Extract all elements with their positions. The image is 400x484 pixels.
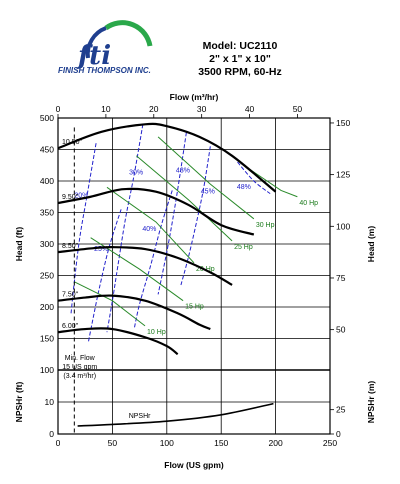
efficiency-line (237, 161, 271, 194)
flow-tick-label: 0 (56, 438, 61, 448)
horsepower-label: 10 Hp (147, 329, 166, 336)
npshr-label: NPSHr (129, 413, 151, 420)
min-flow-label: Min. Flow (65, 355, 96, 362)
pump-speed: 3500 RPM, 60-Hz (198, 66, 282, 78)
metric-flow-tick-label: 40 (245, 104, 255, 114)
horsepower-label: 40 Hp (299, 200, 318, 207)
head-tick-label: 450 (40, 145, 54, 155)
right-npsh-axis-title: NPSHr (m) (366, 381, 376, 424)
head-m-tick-label: 150 (336, 118, 350, 128)
impeller-diameter-label: 8.50" (62, 243, 79, 250)
npsh-m-tick-label: 0 (336, 429, 341, 439)
efficiency-label: 20% (74, 193, 88, 200)
grid-lines (57, 117, 331, 435)
metric-flow-tick-label: 30 (197, 104, 207, 114)
min-flow-label: 15 US gpm (62, 364, 97, 371)
npsh-m-tick-label: 25 (336, 405, 346, 415)
efficiency-line (87, 209, 122, 342)
plot-border (57, 117, 331, 435)
bottom-axis-title: Flow (US gpm) (164, 460, 224, 470)
company-name: FINISH THOMPSON INC. (58, 66, 151, 75)
npsh-tick-label: 10 (45, 397, 55, 407)
horsepower-line (248, 167, 298, 198)
impeller-curve (57, 294, 211, 331)
efficiency-line (70, 143, 97, 314)
head-m-tick-label: 125 (336, 170, 350, 180)
flow-tick-label: 100 (160, 438, 174, 448)
npshr-curve (77, 402, 274, 427)
efficiency-line (157, 132, 187, 295)
impeller-diameter-label: 10.50" (62, 139, 83, 146)
impeller-curve (57, 327, 179, 356)
npshr-curve-group: NPSHr Min. Flow 15 US gpm (3.4 m³/hr) (62, 127, 274, 434)
efficiency-label: 43% (176, 167, 190, 174)
pump-size: 2" x 1" x 10" (209, 53, 271, 65)
flow-tick-label: 50 (108, 438, 118, 448)
impeller-diameter-label: 7.50" (62, 292, 79, 299)
impeller-diameter-label: 6.00" (62, 323, 79, 330)
head-tick-label: 350 (40, 208, 54, 218)
efficiency-label: 45% (201, 188, 215, 195)
head-tick-label: 300 (40, 239, 54, 249)
metric-flow-tick-label: 10 (101, 104, 111, 114)
head-tick-label: 150 (40, 334, 54, 344)
head-tick-label: 500 (40, 113, 54, 123)
efficiency-line (106, 124, 144, 333)
left-npsh-axis-title: NPSHr (ft) (14, 382, 24, 423)
flow-tick-label: 150 (214, 438, 228, 448)
horsepower-line (136, 155, 233, 242)
horsepower-label: 15 Hp (185, 304, 204, 311)
efficiency-label: 30% (129, 170, 143, 177)
horsepower-label: 30 Hp (256, 222, 275, 229)
head-tick-label: 100 (40, 365, 54, 375)
metric-flow-tick-label: 0 (56, 104, 61, 114)
impeller-curve (57, 122, 277, 193)
company-logo: fti (76, 20, 153, 71)
efficiency-label: 25% (94, 246, 108, 253)
impeller-curves: 10.50" 9.50" 8.50" 7.50" 6.00" (57, 122, 277, 356)
horsepower-label: 25 Hp (234, 244, 253, 251)
svg-text:fti: fti (76, 41, 111, 71)
head-m-tick-label: 75 (336, 273, 346, 283)
right-head-axis-title: Head (m) (366, 226, 376, 263)
min-flow-label: (3.4 m³/hr) (63, 373, 96, 380)
horsepower-line (74, 281, 146, 327)
efficiency-label: 40% (142, 226, 156, 233)
model-title: Model: UC2110 (202, 40, 278, 52)
impeller-curve (57, 246, 233, 286)
plot-frame (57, 117, 331, 435)
head-m-tick-label: 100 (336, 221, 350, 231)
title-block: Model: UC2110 2" x 1" x 10" 3500 RPM, 60… (165, 40, 315, 79)
head-tick-label: 250 (40, 271, 54, 281)
npsh-tick-label: 0 (49, 429, 54, 439)
flow-tick-label: 250 (323, 438, 337, 448)
head-m-tick-label: 50 (336, 325, 346, 335)
axis-titles: Flow (m³/hr) Flow (US gpm) Head (ft) NPSHr … (14, 92, 376, 470)
impeller-diameter-label: 9.50" (62, 194, 79, 201)
efficiency-line (133, 190, 173, 330)
horsepower-line (106, 186, 195, 264)
impeller-curve (57, 187, 255, 236)
efficiency-line (180, 146, 211, 286)
efficiency-label: 48% (237, 184, 251, 191)
horsepower-line (157, 136, 255, 220)
metric-flow-tick-label: 20 (149, 104, 159, 114)
head-tick-label: 200 (40, 302, 54, 312)
left-head-axis-title: Head (ft) (14, 227, 24, 262)
flow-tick-label: 200 (269, 438, 283, 448)
top-axis-title: Flow (m³/hr) (170, 92, 219, 102)
efficiency-lines: 20% 25% 30% 40% 43% 45% 48% (70, 124, 271, 342)
metric-flow-tick-label: 50 (293, 104, 303, 114)
head-tick-label: 400 (40, 176, 54, 186)
